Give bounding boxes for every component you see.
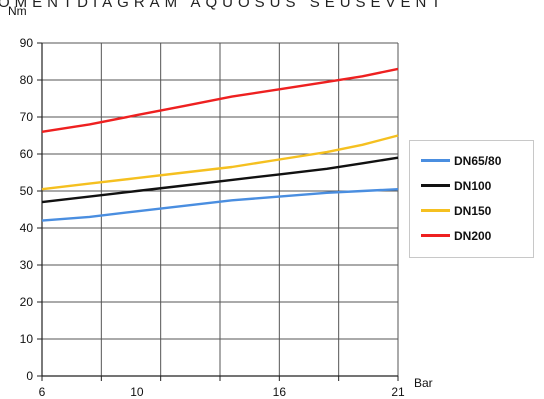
legend-item-dn100: DN100	[410, 173, 533, 198]
y-tick-label: 80	[20, 73, 34, 87]
x-unit-label: Bar	[414, 376, 433, 390]
legend-swatch	[421, 209, 450, 212]
y-tick-label: 40	[20, 221, 34, 235]
legend-swatch	[421, 234, 450, 237]
y-tick-label: 10	[20, 332, 34, 346]
chart-title: OMENTDIAGRAM AQUOSUS SEUSEVENT	[0, 0, 446, 11]
legend-swatch	[421, 159, 450, 162]
y-tick-label: 0	[26, 369, 33, 383]
y-tick-label: 20	[20, 295, 34, 309]
x-tick-label: 6	[39, 385, 46, 399]
series-line	[41, 67, 399, 133]
y-tick-label: 70	[20, 110, 34, 124]
series-line	[41, 188, 399, 222]
legend-label: DN150	[454, 203, 492, 218]
series-line	[41, 156, 399, 204]
x-tick-label: 10	[130, 385, 144, 399]
x-tick-label: 21	[391, 385, 405, 399]
legend-label: DN200	[454, 228, 492, 243]
y-tick-label: 30	[20, 258, 34, 272]
axes	[37, 42, 399, 381]
grid-lines	[42, 42, 399, 376]
legend-item-dn200: DN200	[410, 223, 533, 248]
y-tick-label: 90	[20, 36, 34, 50]
legend-item-dn150: DN150	[410, 198, 533, 223]
legend-label: DN100	[454, 178, 492, 193]
legend-label: DN65/80	[454, 153, 502, 168]
y-tick-label: 50	[20, 184, 34, 198]
legend-swatch	[421, 184, 450, 187]
legend-item-dn65-80: DN65/80	[410, 148, 533, 173]
tick-labels: 0 10 20 30 40 50 60 70 80 90 6 10 16 21 Nm Bar	[8, 4, 433, 399]
x-tick-label: 16	[273, 385, 287, 399]
series-lines	[41, 67, 399, 222]
y-tick-label: 60	[20, 147, 34, 161]
chart-legend: DN65/80 DN100 DN150 DN200	[409, 140, 534, 258]
y-unit-label: Nm	[8, 4, 27, 18]
series-line	[41, 134, 399, 191]
